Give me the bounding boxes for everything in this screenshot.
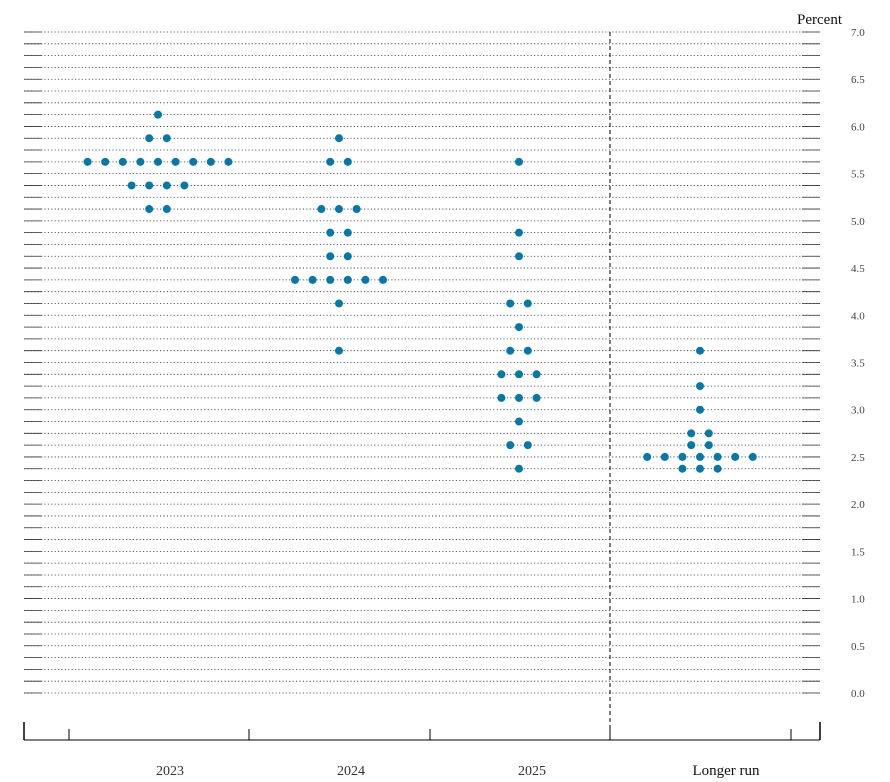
projection-dot [335, 205, 343, 214]
projection-dot [162, 181, 171, 190]
projection-dot [145, 181, 154, 190]
projection-dot [343, 275, 352, 284]
projection-dot [515, 323, 523, 332]
projection-dot [343, 228, 352, 237]
projection-dot [696, 382, 704, 391]
projection-dot [308, 275, 317, 284]
y-tick-label: 0.0 [851, 688, 865, 700]
projection-dot [523, 441, 532, 450]
projection-dot [506, 346, 515, 355]
projection-dot [515, 252, 523, 261]
projection-dot [127, 181, 136, 190]
projection-dot [523, 299, 532, 308]
y-tick-label: 0.5 [851, 641, 865, 653]
projection-dot [379, 275, 387, 284]
projection-dot [361, 275, 370, 284]
projection-dot [335, 346, 343, 355]
gridlines [24, 31, 820, 694]
projection-dot [678, 464, 687, 473]
projection-dot [731, 452, 740, 461]
y-tick-label: 5.5 [851, 169, 865, 181]
x-category-label: 2025 [518, 764, 546, 779]
projection-dot [291, 275, 299, 284]
projection-dot [532, 370, 541, 379]
data-points [83, 110, 757, 473]
y-tick-label: 2.0 [851, 499, 865, 511]
projection-dot [515, 157, 523, 166]
projection-dot [343, 157, 352, 166]
projection-dot [748, 452, 757, 461]
projection-dot [497, 393, 506, 402]
y-tick-label: 4.0 [851, 310, 865, 322]
plot-frame [23, 32, 821, 741]
projection-dot [687, 429, 696, 438]
projection-dot [206, 157, 215, 166]
projection-dot [326, 157, 335, 166]
y-tick-label: 4.5 [851, 263, 865, 275]
projection-dot [506, 441, 515, 450]
projection-dot [343, 252, 352, 261]
projection-dot [515, 464, 523, 473]
projection-dot [224, 157, 233, 166]
x-category-label: 2023 [156, 764, 184, 779]
projection-dot [713, 464, 722, 473]
projection-dot [136, 157, 145, 166]
projection-dot [317, 205, 326, 214]
y-tick-labels: 0.0 0.5 1.0 1.5 2.0 2.5 3.0 3.5 4.0 4.5 5.0 5.5 6.0 6… [851, 27, 865, 700]
y-tick-label: 6.5 [851, 74, 865, 86]
projection-dot [154, 110, 162, 119]
unit-label: Percent [797, 12, 843, 28]
y-tick-label: 3.5 [851, 358, 865, 370]
x-category-label: Longer run [692, 763, 760, 779]
projection-dot [523, 346, 532, 355]
projection-dot [704, 429, 713, 438]
projection-dot [101, 157, 110, 166]
projection-dot [643, 452, 652, 461]
x-category-labels: 2023 2024 2025 Longer run [156, 763, 760, 779]
y-tick-label: 1.0 [851, 594, 865, 606]
projection-dot [704, 441, 713, 450]
projection-dot [83, 157, 92, 166]
projection-dot [696, 452, 704, 461]
projection-dot [515, 228, 523, 237]
projection-dot [497, 370, 506, 379]
projection-dot [335, 134, 343, 143]
projection-dot [145, 205, 154, 214]
projection-dot [515, 370, 523, 379]
y-tick-label: 7.0 [851, 27, 865, 39]
projection-dot [696, 464, 704, 473]
y-tick-label: 2.5 [851, 452, 865, 464]
projection-dot [713, 452, 722, 461]
projection-dot [162, 205, 171, 214]
y-tick-label: 1.5 [851, 546, 865, 558]
projection-dot [154, 157, 162, 166]
projection-dot [326, 275, 335, 284]
projection-dot [678, 452, 687, 461]
projection-dot [171, 157, 180, 166]
projection-dot [506, 299, 515, 308]
projection-dot [326, 252, 335, 261]
projection-dot [515, 393, 523, 402]
projection-dot [118, 157, 127, 166]
projection-dot [335, 299, 343, 308]
projection-dot [145, 134, 154, 143]
projection-dot [532, 393, 541, 402]
projection-dot [352, 205, 361, 214]
x-category-label: 2024 [337, 764, 365, 779]
projection-dot [696, 405, 704, 414]
y-tick-label: 5.0 [851, 216, 865, 228]
projection-dot [180, 181, 189, 190]
y-tick-label: 6.0 [851, 121, 865, 133]
projection-dot [189, 157, 198, 166]
projection-dot [696, 346, 704, 355]
projection-dot [162, 134, 171, 143]
projection-dot [515, 417, 523, 426]
projection-dot [660, 452, 669, 461]
projection-dot [326, 228, 335, 237]
projection-dot [687, 441, 696, 450]
y-tick-label: 3.0 [851, 405, 865, 417]
